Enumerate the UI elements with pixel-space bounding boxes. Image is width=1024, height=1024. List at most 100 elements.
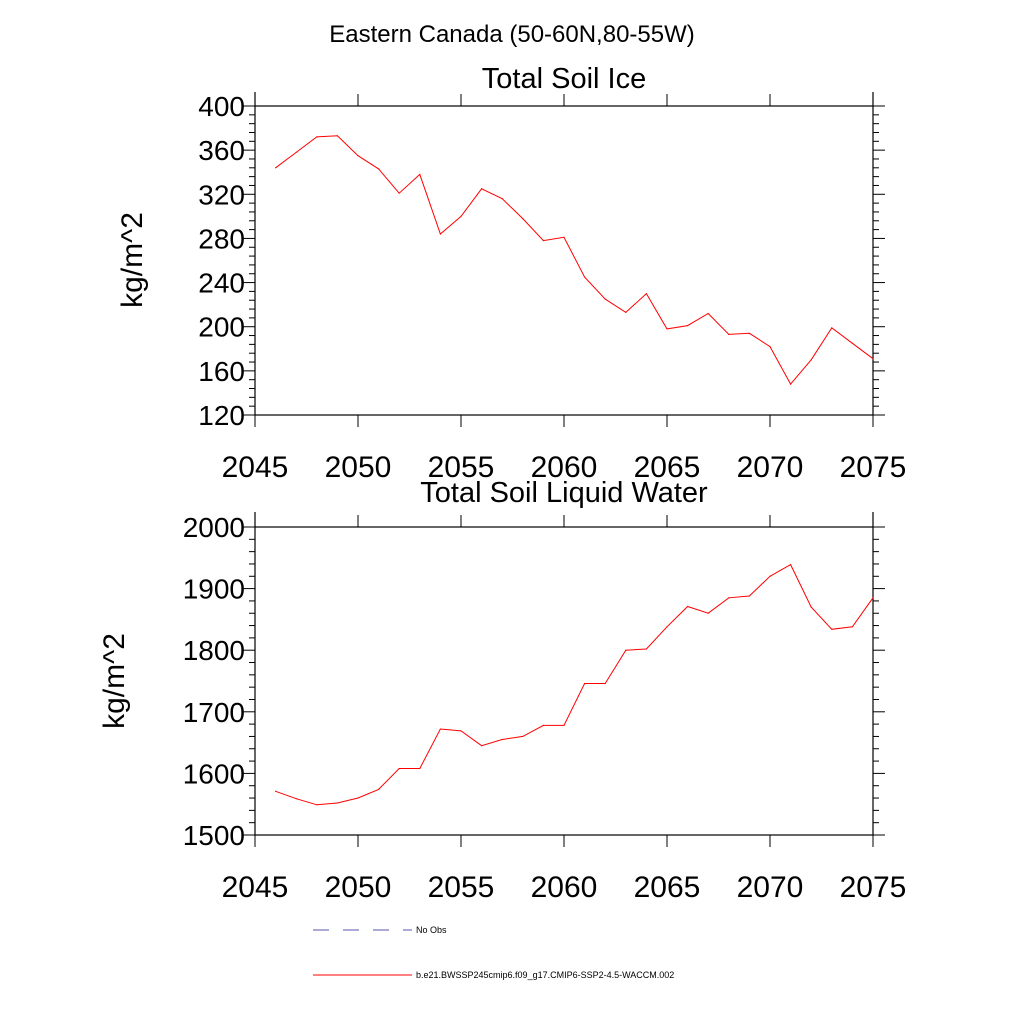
data-point <box>378 788 380 791</box>
data-point <box>542 724 545 726</box>
data-point <box>336 135 338 137</box>
y-tick-label: 360 <box>198 135 245 166</box>
plot-area-soil-liquid-water: 2045 2050 2055 2060 2065 2070 2075 1500 1600 1700… <box>183 512 907 904</box>
y-tick-label: 200 <box>198 312 245 343</box>
y-tick-label: 1600 <box>183 758 245 789</box>
data-point <box>728 597 730 599</box>
data-point <box>275 167 277 169</box>
y-tick-label: 280 <box>198 223 245 254</box>
y-tick-label: 2000 <box>183 512 245 543</box>
y-axis-label-soil-ice: kg/m^2 <box>116 212 149 308</box>
data-point <box>645 293 648 295</box>
data-point <box>851 342 854 344</box>
y-axis-label-soil-liquid-water: kg/m^2 <box>98 633 131 729</box>
panel-soil-liquid-water: Total Soil Liquid Water kg/m^2 2045 2050 2… <box>98 477 906 904</box>
panel-soil-ice: Total Soil Ice kg/m^2 2045 2050 2055 2060 20… <box>116 63 906 484</box>
data-point <box>810 359 812 361</box>
x-tick-label: 2070 <box>737 451 804 484</box>
data-point <box>357 155 359 157</box>
data-point <box>295 151 297 153</box>
data-point <box>542 240 545 242</box>
data-point <box>666 328 668 330</box>
x-tick-label: 2055 <box>428 451 495 484</box>
data-point <box>748 595 751 597</box>
x-tick-label: 2065 <box>634 451 701 484</box>
data-point <box>831 327 833 329</box>
data-point <box>460 215 462 217</box>
y-tick-label: 1700 <box>183 697 245 728</box>
data-point <box>604 682 606 685</box>
data-point <box>501 198 503 200</box>
x-tick-label: 2045 <box>222 451 289 484</box>
data-point <box>316 136 318 138</box>
data-point <box>769 575 771 577</box>
data-point <box>872 358 874 360</box>
y-tick-label: 1500 <box>183 820 245 851</box>
data-point <box>851 626 854 628</box>
data-point <box>687 325 689 327</box>
y-tick-label: 120 <box>198 400 245 431</box>
data-point <box>831 628 833 630</box>
series-line <box>275 135 874 385</box>
data-point <box>481 188 483 190</box>
data-point <box>769 345 771 348</box>
y-tick-label: 240 <box>198 268 245 299</box>
y-tick-label: 1800 <box>183 635 245 666</box>
y-tick-label: 1900 <box>183 574 245 605</box>
data-point <box>522 735 524 738</box>
data-point <box>790 383 792 385</box>
x-tick-label: 2060 <box>531 871 598 904</box>
data-point <box>460 730 462 732</box>
data-point <box>584 276 586 278</box>
data-point <box>378 168 380 170</box>
data-point <box>666 626 668 628</box>
data-point <box>316 804 318 806</box>
x-tick-label: 2060 <box>531 451 598 484</box>
data-point <box>419 767 421 770</box>
x-tick-label: 2055 <box>428 871 495 904</box>
x-tick-label: 2075 <box>840 451 907 484</box>
series-line <box>275 563 874 806</box>
plot-frame <box>254 105 874 416</box>
data-point <box>295 798 297 800</box>
data-point <box>481 745 483 747</box>
x-tick-label: 2065 <box>634 871 701 904</box>
x-tick-label: 2050 <box>325 451 392 484</box>
data-point <box>419 173 421 176</box>
data-point <box>584 682 586 685</box>
data-point <box>501 738 503 741</box>
x-tick-label: 2075 <box>840 871 907 904</box>
legend-label-no-obs: No Obs <box>416 925 447 935</box>
data-point <box>563 236 565 238</box>
data-point <box>357 797 359 799</box>
data-point <box>522 217 524 220</box>
data-point <box>872 597 874 599</box>
data-point <box>810 606 812 608</box>
data-point <box>336 802 338 804</box>
panel-title-soil-ice: Total Soil Ice <box>482 63 646 95</box>
data-point <box>439 728 441 730</box>
plot-area-soil-ice: 2045 2050 2055 2060 2065 2070 2075 120 160 200 240… <box>198 91 906 484</box>
x-tick-label: 2070 <box>737 871 804 904</box>
x-tick-label: 2050 <box>325 871 392 904</box>
data-point <box>439 233 441 235</box>
data-point <box>625 311 627 313</box>
data-point <box>563 724 565 726</box>
data-point <box>687 605 689 608</box>
legend-label-model: b.e21.BWSSP245cmip6.f09_g17.CMIP6-SSP2-4… <box>416 970 674 980</box>
data-point <box>275 790 277 792</box>
data-point <box>398 767 400 770</box>
x-tick-label: 2045 <box>222 871 289 904</box>
data-point <box>790 563 792 566</box>
y-tick-label: 320 <box>198 179 245 210</box>
y-tick-label: 400 <box>198 91 245 122</box>
data-point <box>728 333 730 336</box>
plot-frame <box>254 526 874 836</box>
figure-title: Eastern Canada (50-60N,80-55W) <box>329 21 695 48</box>
data-point <box>625 649 627 651</box>
data-point <box>707 612 709 614</box>
data-point <box>398 192 400 194</box>
data-point <box>604 298 606 300</box>
panel-title-soil-liquid-water: Total Soil Liquid Water <box>420 477 708 509</box>
